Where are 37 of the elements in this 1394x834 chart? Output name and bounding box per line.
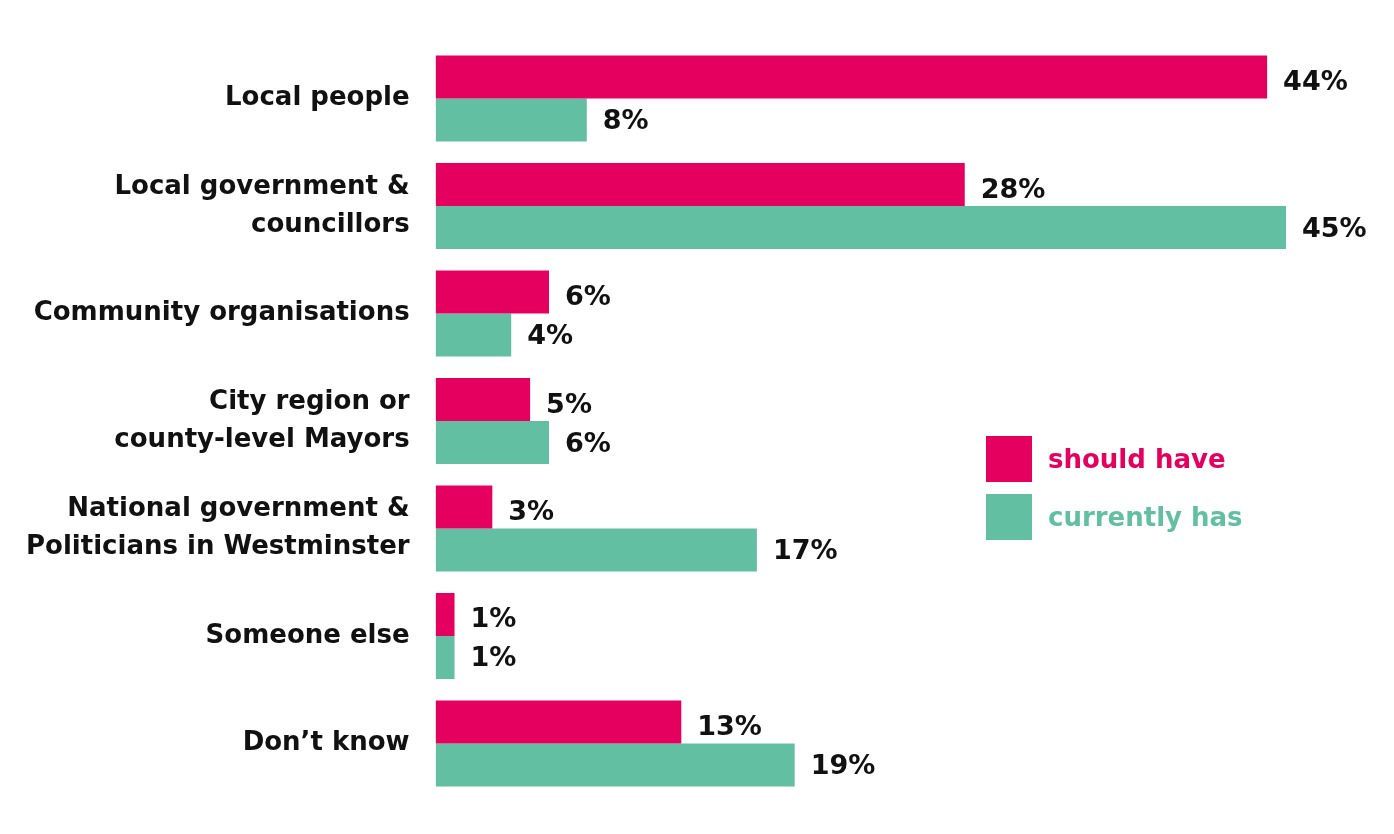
bar bbox=[435, 700, 682, 744]
y-tick-label: Community organisations bbox=[33, 296, 410, 327]
y-tick-label: National government & Politicians in Westminster bbox=[25, 492, 410, 561]
data-label: 44% bbox=[1283, 65, 1348, 97]
y-tick-label: Someone else bbox=[205, 618, 410, 649]
legend-label: currently has bbox=[1048, 502, 1243, 532]
bar bbox=[435, 55, 1268, 99]
data-label: 8% bbox=[602, 104, 649, 136]
data-label: 3% bbox=[508, 494, 555, 526]
bar bbox=[435, 528, 757, 572]
bar bbox=[435, 270, 550, 314]
bar bbox=[435, 206, 1286, 250]
bar bbox=[435, 592, 455, 636]
data-label: 6% bbox=[565, 280, 611, 312]
bar bbox=[435, 635, 455, 679]
bar bbox=[435, 743, 795, 787]
bar bbox=[435, 378, 531, 421]
bar bbox=[435, 163, 965, 207]
legend-label: should have bbox=[1048, 444, 1226, 474]
data-label: 4% bbox=[527, 319, 574, 351]
data-label: 5% bbox=[546, 387, 592, 419]
y-tick-label: Local government & councillors bbox=[114, 169, 410, 238]
data-label: 1% bbox=[470, 641, 517, 673]
bar bbox=[435, 313, 512, 357]
data-label: 13% bbox=[697, 709, 762, 741]
bar bbox=[435, 485, 493, 529]
bar bbox=[435, 98, 587, 142]
data-label: 28% bbox=[980, 172, 1046, 204]
data-label: 6% bbox=[565, 426, 611, 458]
y-tick-label: City region or county-level Mayors bbox=[114, 384, 410, 453]
data-label: 45% bbox=[1302, 211, 1367, 243]
data-label: 1% bbox=[470, 602, 517, 634]
y-tick-label: Local people bbox=[225, 81, 410, 112]
data-label: 19% bbox=[810, 748, 876, 780]
bar bbox=[435, 421, 550, 464]
data-label: 17% bbox=[772, 533, 838, 565]
y-tick-label: Don’t know bbox=[242, 726, 410, 757]
